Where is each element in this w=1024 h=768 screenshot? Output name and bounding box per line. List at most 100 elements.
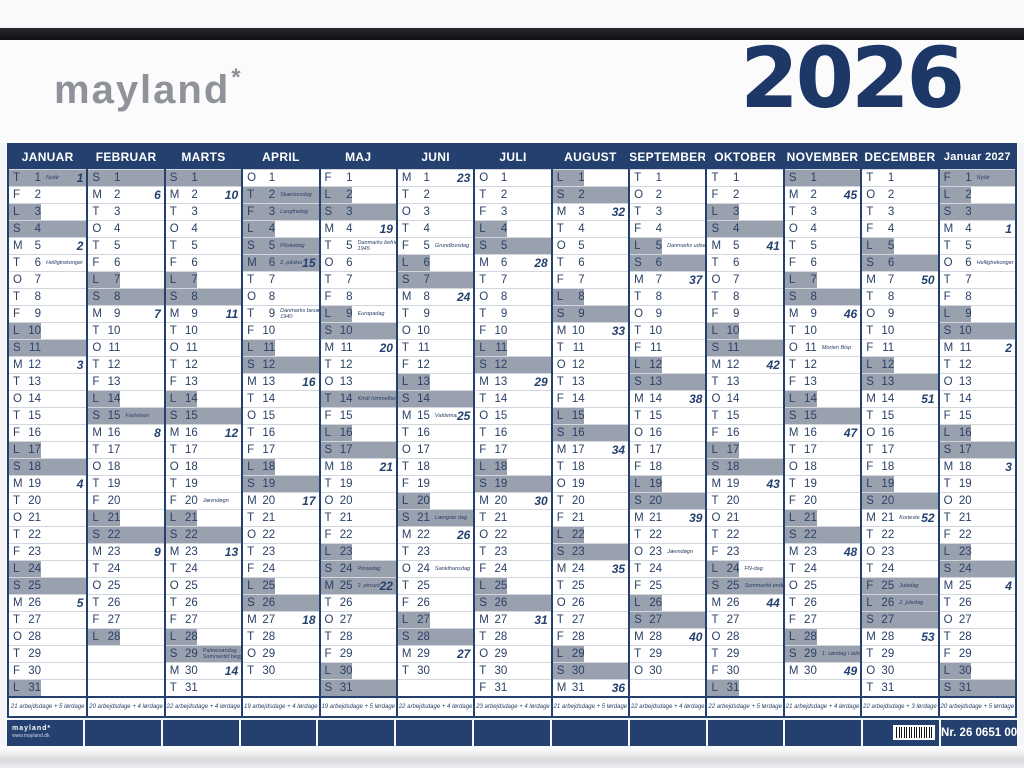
day-letter: L [943,189,951,201]
month-column-6: JUNI M 1 23 T 2 O 3 T 4 F 5 Grundlovsdag L 6 S 7 M 8 24 T 9 O 1… [395,145,474,716]
day-cell: M 7 37 [630,271,706,288]
month-header: SEPTEMBER [630,145,706,169]
footer-brand: mayland* [12,725,52,732]
day-letter: T [634,410,642,422]
day-number: 31 [726,682,740,694]
day-letter: T [479,274,487,286]
day-number: 10 [881,325,895,337]
day-number: 30 [28,665,41,677]
day-letter: L [943,308,951,320]
day-number: 9 [34,308,41,320]
week-number: 28 [534,256,548,270]
day-cell: S 25 Sommertid ender [707,577,783,594]
day-number: 19 [571,478,585,490]
day-letter: T [13,648,21,660]
day-number: 11 [572,342,585,354]
day-cell: T 15 [707,407,783,424]
day-letter: S [169,172,178,184]
day-cell: S 10 [939,322,1015,339]
day-cell: F 29 [320,645,396,662]
day-cell: F 11 [630,339,706,356]
day-cell: L 28 [784,628,861,645]
day-cell: T 18 [552,458,629,475]
holiday-note: Juledag [899,582,919,589]
day-number: 18 [726,461,740,473]
day-number: 1 [810,172,817,184]
day-cell: M 9 46 [784,305,861,322]
day-cell: O 18 [88,458,164,475]
day-number: 2 [113,189,121,201]
day-letter: M [479,257,489,269]
day-cell: M 6 28 [475,254,551,271]
day-number: 27 [339,614,353,626]
day-letter: F [479,206,487,218]
day-cell: L 23 [320,543,396,560]
day-cell: T 24 [88,560,164,577]
day-cell: F 24 [243,560,319,577]
day-letter: M [401,291,412,303]
day-number: 28 [881,631,895,643]
day-letter: S [169,529,178,541]
day-letter: F [711,308,719,320]
day-cell: L 31 [707,679,783,696]
day-number: 29 [649,648,663,660]
day-letter: M [634,274,644,286]
day-number: 29 [804,648,817,660]
month-header: APRIL [243,145,319,169]
day-number: 7 [887,274,895,286]
day-number: 19 [881,478,895,490]
day-cell: T 27 [707,611,783,628]
day-letter: S [169,648,178,660]
day-cell: L 26 2. juledag [862,594,938,611]
day-cell: L 17 [9,441,87,458]
brand-logo: mayland* [54,66,243,111]
day-letter: T [479,189,487,201]
day-number: 4 [655,223,663,235]
day-cell: L 16 [939,424,1015,441]
day-letter: F [556,512,564,524]
day-cell: S 26 [475,594,551,611]
day-number: 30 [649,665,663,677]
day-number: 12 [494,359,508,371]
day-cell: O 25 [88,577,164,594]
day-cell: T 13 [9,373,87,390]
day-number: 25 [494,580,508,592]
day-letter: F [401,359,409,371]
day-cell: F 13 [88,373,164,390]
day-letter: M [169,308,180,320]
day-cell: M 14 38 [630,390,706,407]
day-cell: M 25 2. pinsedag22 [320,577,396,594]
day-number: 18 [184,461,198,473]
week-number: 51 [921,392,935,406]
day-letter: S [711,223,720,235]
day-cell: S 20 [630,492,706,509]
day-cell: L 21 [88,509,164,526]
day-number: 19 [262,478,276,490]
day-number: 4 [733,223,740,235]
day-letter: L [247,580,254,592]
day-letter: L [943,546,951,558]
day-number: 10 [262,325,276,337]
day-letter: L [788,631,796,643]
day-cell: O 21 [707,509,783,526]
day-letter: S [788,291,797,303]
day-number: 20 [881,495,895,507]
day-cell: S 11 [707,339,783,356]
day-number: 20 [417,495,430,507]
day-number: 8 [655,291,663,303]
footer-bar: mayland* www.mayland.dk Nr. 26 0651 00 [7,720,1017,746]
day-cell: M 23 13 [165,543,242,560]
day-letter: O [92,461,102,473]
day-letter: M [556,325,567,337]
day-cell: O 11 Morten Bisp [784,339,861,356]
day-number: 26 [262,597,276,609]
day-letter: S [711,580,720,592]
day-number: 26 [184,597,198,609]
day-number: 22 [726,529,740,541]
